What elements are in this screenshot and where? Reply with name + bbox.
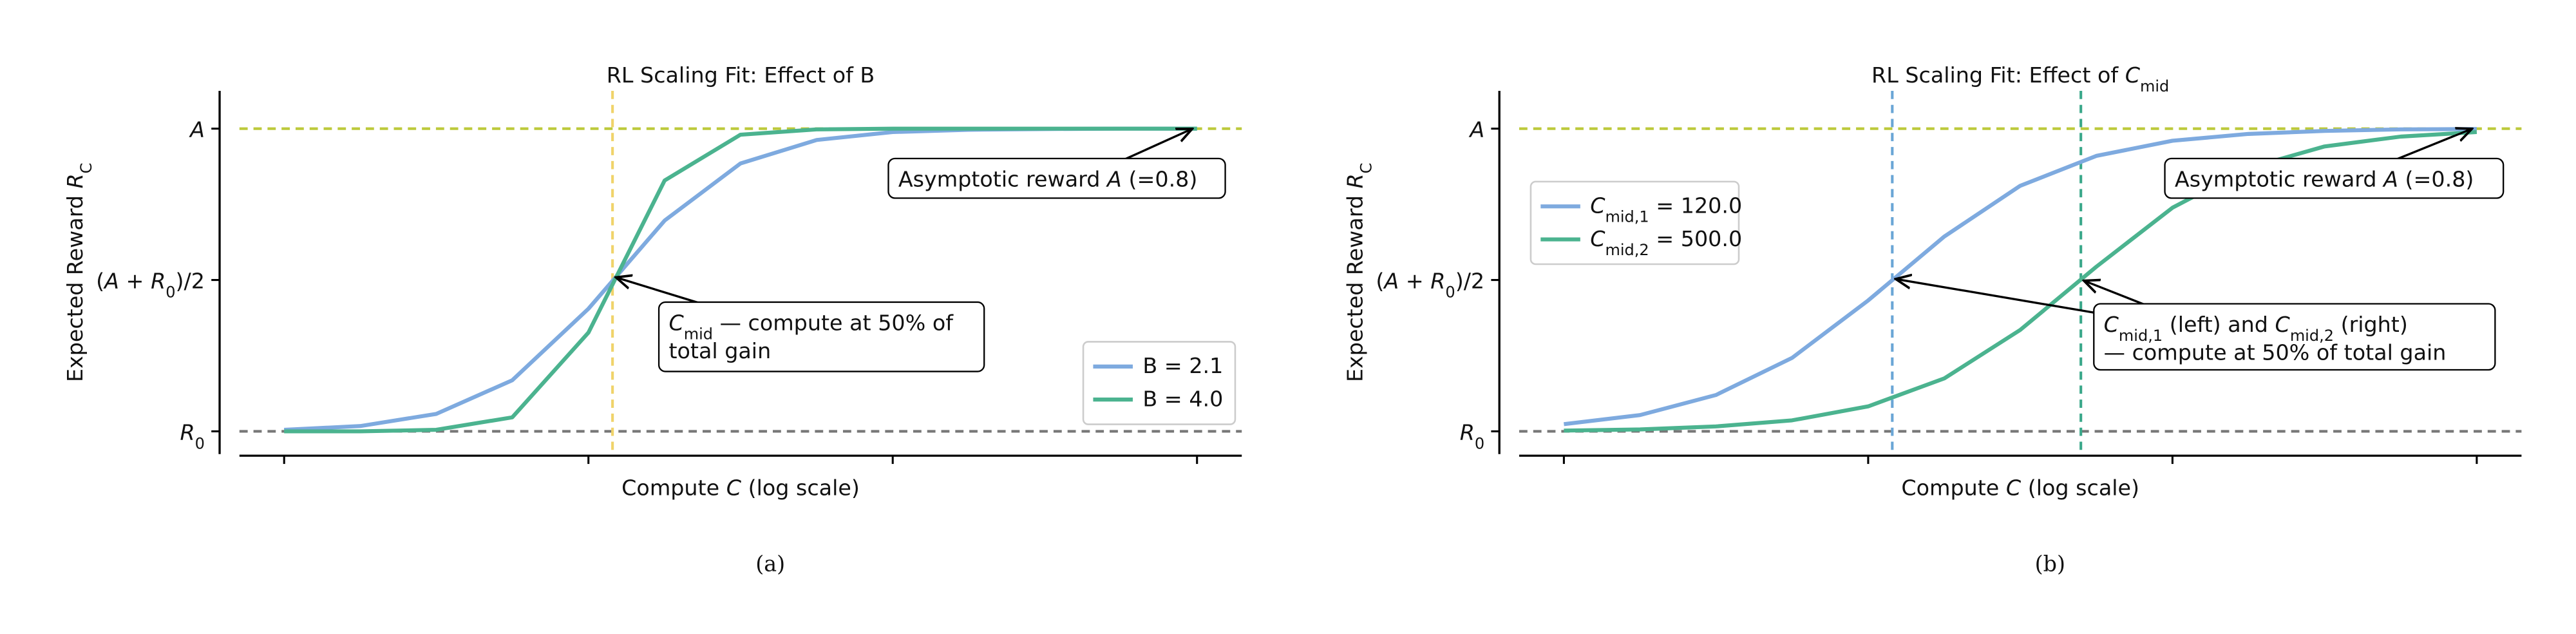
y-tick-label: R0	[1460, 419, 1484, 452]
text-part: total gain	[668, 338, 771, 363]
x-axis-label: Compute C (log scale)	[621, 476, 860, 501]
annotation-text: Asymptotic reward A (=0.8)	[2175, 167, 2474, 192]
y-tick-label: R0	[180, 419, 205, 452]
caption: (b)	[2035, 552, 2065, 577]
text-part: Asymptotic reward	[2175, 167, 2383, 192]
text-part: A	[103, 268, 119, 293]
y-axis-label: Expected Reward RC	[62, 163, 95, 382]
text-part: Compute	[621, 476, 726, 501]
annotation-text: total gain	[668, 338, 771, 363]
text-part: mid	[2140, 77, 2169, 95]
annotation-text: Asymptotic reward A (=0.8)	[898, 167, 1198, 192]
annotation-arrow	[1122, 129, 1193, 162]
text-part: mid,1	[2119, 327, 2163, 345]
annotation-arrow	[1896, 279, 2101, 315]
text-part: (log scale)	[2021, 476, 2139, 501]
text-part: R	[180, 419, 195, 445]
text-part: (right)	[2334, 312, 2408, 337]
text-part: (=0.8)	[2398, 167, 2474, 192]
text-part: C	[1357, 163, 1375, 174]
text-part: mid,1	[1605, 208, 1649, 226]
y-tick-label: A	[1468, 117, 1484, 142]
text-part: C	[1590, 226, 1605, 251]
text-part: — compute at 50% of total gain	[2104, 340, 2447, 365]
annotation-box	[2164, 157, 2505, 199]
annotation-box	[658, 301, 985, 372]
chart-title: RL Scaling Fit: Effect of Cmid	[1871, 62, 2169, 95]
y-axis-label: Expected Reward RC	[1342, 163, 1375, 382]
text-part: A	[1468, 117, 1484, 142]
text-part: (	[1376, 268, 1384, 293]
text-part: C	[2125, 62, 2141, 88]
legend	[1082, 341, 1236, 425]
legend-label: Cmid,1 = 120.0	[1590, 193, 1742, 226]
text-part: (log scale)	[741, 476, 860, 501]
text-part: Expected Reward	[1342, 188, 1367, 382]
text-part: (=0.8)	[1122, 167, 1198, 192]
text-part: +	[119, 268, 151, 293]
text-part: C	[726, 476, 742, 501]
series-line	[284, 126, 1197, 434]
text-part: R	[151, 268, 166, 293]
text-part: C	[668, 311, 684, 336]
text-part: R	[1342, 173, 1367, 188]
annotation-arrow	[2084, 281, 2147, 307]
legend-label: B = 4.0	[1142, 386, 1223, 411]
text-part: )/2	[176, 268, 205, 293]
annotation-arrow	[616, 278, 703, 305]
text-part: 0	[195, 434, 205, 452]
annotation-box	[2093, 303, 2496, 371]
text-part: 0	[1445, 283, 1455, 301]
text-part: (left) and	[2163, 312, 2275, 337]
text-part: C	[2275, 312, 2291, 337]
text-part: (	[96, 268, 104, 293]
legend-label: B = 2.1	[1142, 353, 1223, 378]
annotation-text: Cmid — compute at 50% of	[668, 311, 954, 343]
y-tick-label: (A + R0)/2	[1376, 268, 1484, 301]
chart-title: RL Scaling Fit: Effect of B	[607, 62, 875, 88]
text-part: = 120.0	[1649, 193, 1743, 218]
x-axis-label: Compute C (log scale)	[1901, 476, 2139, 501]
text-part: B = 4.0	[1142, 386, 1223, 411]
text-part: )/2	[1455, 268, 1484, 293]
annotation-text: Cmid,1 (left) and Cmid,2 (right)	[2104, 312, 2408, 345]
text-part: R	[62, 173, 88, 188]
text-part: A	[1106, 167, 1122, 192]
annotation-arrow	[2394, 129, 2472, 162]
annotation-box	[887, 157, 1226, 199]
text-part: C	[1590, 193, 1605, 218]
text-part: C	[77, 163, 95, 174]
text-part: +	[1399, 268, 1430, 293]
text-part: — compute at 50% of	[713, 311, 954, 336]
text-part: RL Scaling Fit: Effect of	[1871, 62, 2125, 88]
text-part: 0	[166, 283, 175, 301]
text-part: C	[2104, 312, 2119, 337]
text-part: R	[1430, 268, 1445, 293]
y-tick-label: (A + R0)/2	[96, 268, 205, 301]
legend	[1530, 180, 1740, 265]
text-part: B = 2.1	[1142, 353, 1223, 378]
text-part: mid,2	[1605, 241, 1649, 259]
annotation-text: — compute at 50% of total gain	[2104, 340, 2447, 365]
text-part: Compute	[1901, 476, 2006, 501]
text-part: Asymptotic reward	[898, 167, 1107, 192]
text-part: R	[1460, 419, 1475, 445]
text-part: = 500.0	[1649, 226, 1743, 251]
caption: (a)	[755, 552, 785, 577]
series-line	[1564, 127, 2477, 427]
series-line	[1564, 130, 2477, 433]
text-part: A	[1383, 268, 1399, 293]
text-part: 0	[1475, 434, 1484, 452]
y-tick-label: A	[189, 117, 205, 142]
text-part: A	[189, 117, 205, 142]
text-part: Expected Reward	[62, 188, 88, 382]
text-part: C	[2006, 476, 2022, 501]
text-part: mid,2	[2290, 327, 2334, 345]
text-part: mid	[684, 325, 713, 343]
text-part: A	[2382, 167, 2398, 192]
legend-label: Cmid,2 = 500.0	[1590, 226, 1742, 259]
